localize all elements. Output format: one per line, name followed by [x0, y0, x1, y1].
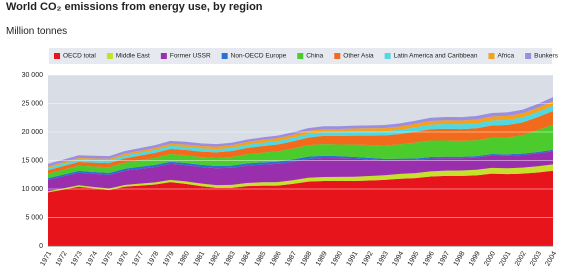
chart-title: World CO₂ emissions from energy use, by …	[6, 1, 263, 13]
area	[48, 151, 553, 192]
legend-label: Bunkers	[534, 53, 559, 60]
x-tick-label: 2001	[499, 250, 513, 267]
legend-label: China	[306, 53, 323, 60]
legend-label: Middle East	[116, 53, 150, 60]
area	[48, 101, 553, 168]
x-tick-label: 1998	[453, 250, 467, 267]
y-tick-label: 25 000	[22, 100, 44, 107]
area	[48, 110, 553, 174]
x-tick-label: 1975	[101, 250, 115, 267]
legend-swatch	[334, 53, 341, 59]
y-tick-label: 15 000	[22, 157, 44, 164]
legend-swatch	[488, 53, 495, 59]
legend-label: Non-OECD Europe	[231, 53, 287, 60]
x-tick-label: 1997	[437, 250, 451, 267]
x-tick-label: 1981	[193, 250, 207, 267]
legend-swatch	[54, 53, 60, 59]
x-tick-label: 1974	[85, 250, 99, 267]
legend-swatch	[525, 53, 532, 59]
x-tick-label: 1992	[361, 250, 375, 267]
x-tick-label: 1995	[407, 250, 421, 267]
x-tick-label: 1971	[39, 250, 53, 267]
x-tick-label: 2003	[529, 250, 543, 267]
y-tick-label: 0	[39, 243, 43, 250]
area	[48, 124, 553, 179]
legend-swatch	[384, 53, 391, 59]
legend-label: Other Asia	[343, 53, 374, 60]
x-tick-label: 1984	[238, 250, 252, 267]
chart-subtitle: Million tonnes	[6, 26, 67, 37]
y-tick-label: 30 000	[22, 72, 44, 79]
x-tick-label: 1993	[376, 250, 390, 267]
x-tick-label: 1973	[70, 250, 84, 267]
x-tick-label: 1994	[391, 250, 405, 267]
x-tick-label: 1983	[223, 250, 237, 267]
x-tick-label: 1978	[147, 250, 161, 267]
y-tick-label: 5 000	[25, 214, 43, 221]
x-tick-label: 1980	[177, 250, 191, 267]
area	[48, 170, 553, 246]
legend-swatch	[106, 53, 113, 59]
x-tick-label: 2000	[483, 250, 497, 267]
y-tick-label: 10 000	[22, 186, 44, 193]
legend-label: Africa	[497, 53, 514, 60]
legend-label: Former USSR	[170, 53, 211, 60]
x-tick-label: 1996	[422, 250, 436, 267]
legend-label: Latin America and Caribbean	[394, 53, 478, 60]
x-tick-label: 2004	[544, 250, 558, 267]
x-tick-label: 1976	[116, 250, 130, 267]
x-tick-label: 1988	[300, 250, 314, 267]
x-tick-label: 1977	[131, 250, 145, 267]
x-tick-label: 1999	[468, 250, 482, 267]
legend-swatch	[221, 53, 228, 59]
legend-swatch	[160, 53, 167, 59]
x-tick-label: 1985	[254, 250, 268, 267]
x-tick-label: 2002	[514, 250, 528, 267]
legend-swatch	[297, 53, 304, 59]
x-tick-label: 1989	[315, 250, 329, 267]
x-tick-label: 1986	[269, 250, 283, 267]
area	[48, 105, 553, 171]
x-tick-label: 1991	[346, 250, 360, 267]
legend-label: OECD total	[63, 53, 96, 60]
x-tick-label: 1979	[162, 250, 176, 267]
x-tick-label: 1972	[55, 250, 69, 267]
y-tick-label: 20 000	[22, 129, 44, 136]
x-tick-label: 1987	[284, 250, 298, 267]
x-tick-label: 1982	[208, 250, 222, 267]
x-tick-label: 1990	[330, 250, 344, 267]
